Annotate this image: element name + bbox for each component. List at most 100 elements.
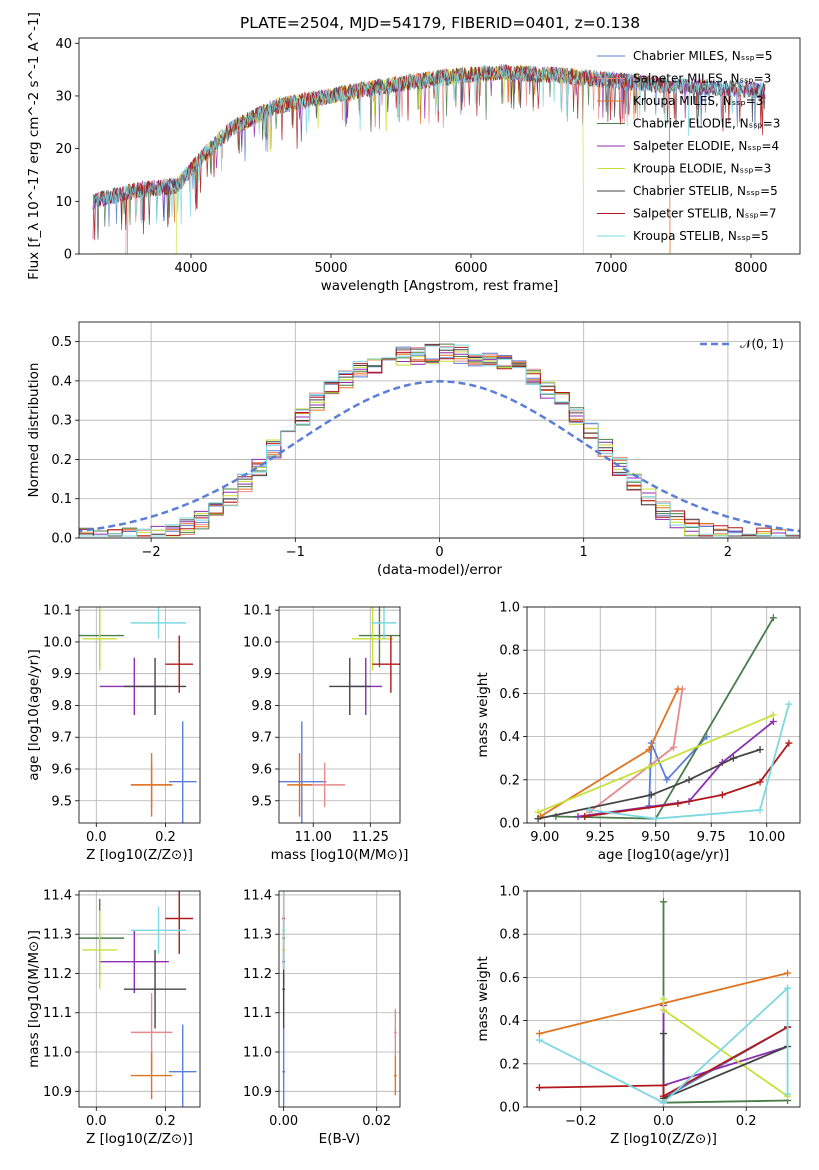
legend-entry: Chabrier ELODIE, Nₛₛₚ=3: [633, 117, 780, 131]
x-tick-label: 5000: [314, 261, 347, 276]
data-point: [660, 1099, 667, 1107]
y-tick-label: 9.5: [251, 794, 272, 809]
x-tick-label: 6000: [454, 261, 487, 276]
z-weight-axes: −0.2 0.0 0.2 0.0 0.2 0.4 0.6 0.8 1.0 Z [log10(Z/Z…: [475, 885, 801, 1147]
y-tick-label: 10.9: [243, 1085, 272, 1100]
y-tick-label: 11.0: [43, 1046, 72, 1061]
x-tick-label: 11.00: [295, 830, 332, 845]
gaussian-reference-curve: [79, 380, 800, 533]
x-tick-label: 1: [580, 545, 588, 560]
legend-entry: Salpeter ELODIE, Nₛₛₚ=4: [633, 139, 779, 153]
x-tick-label: 0: [435, 545, 443, 560]
y-tick-label: 10.1: [43, 604, 72, 619]
data-point: [785, 739, 793, 747]
x-tick-label: 0.0: [653, 1114, 674, 1129]
data-point: [674, 800, 682, 808]
data-point: [535, 1030, 543, 1038]
axes-frame: [526, 606, 801, 824]
plot-area: [534, 614, 793, 823]
y-tick-label: 0.3: [51, 414, 72, 429]
z-age-axes: 0.0 0.2 9.5 9.6 9.7 9.8 9.9 10.0 10.1 Z [log10(Z/…: [26, 604, 201, 863]
mass-weight-line: [648, 735, 708, 806]
y-tick-label: 10.0: [43, 635, 72, 650]
data-point: [660, 995, 667, 1003]
y-tick-label: 20: [55, 142, 72, 157]
data-point: [756, 746, 764, 754]
y-tick-label: 10.0: [243, 635, 272, 650]
data-point: [718, 791, 726, 799]
legend-entry: Kroupa ELODIE, Nₛₛₚ=3: [633, 162, 771, 176]
plot-area: [92, 64, 766, 254]
x-tick-label: 0.2: [736, 1114, 757, 1129]
data-point: [769, 711, 777, 719]
x-axis-label: wavelength [Angstrom, rest frame]: [321, 278, 559, 294]
y-tick-label: 0.4: [51, 374, 72, 389]
y-tick-label: 0.2: [51, 453, 72, 468]
data-point: [660, 1092, 667, 1100]
legend-entry: Kroupa MILES, Nₛₛₚ=3: [633, 94, 763, 108]
data-point: [784, 984, 792, 992]
y-axis-label: age [log10(age/yr)]: [26, 649, 42, 781]
data-point: [585, 806, 593, 814]
x-tick-label: 11.25: [352, 830, 389, 845]
data-point: [645, 763, 653, 771]
data-point: [535, 1036, 543, 1044]
data-point: [784, 1090, 792, 1098]
x-tick-label: −1: [286, 545, 305, 560]
x-tick-label: 0.2: [155, 1114, 176, 1129]
data-point: [660, 1006, 667, 1014]
x-axis-label: age [log10(age/yr)]: [598, 847, 730, 863]
x-tick-label: 9.50: [641, 830, 670, 845]
mass-weight-line: [588, 703, 790, 820]
y-tick-label: 0.5: [51, 335, 72, 350]
y-tick-label: 0.8: [499, 644, 520, 659]
plot-area: [279, 607, 400, 823]
data-point: [534, 808, 542, 816]
data-point: [652, 815, 660, 823]
spectrum-line: [92, 64, 766, 225]
y-axis-label: mass [log10(M/M⊙)]: [26, 930, 42, 1068]
legend-entry: Salpeter MILES, Nₛₛₚ=3: [633, 72, 771, 86]
x-axis-label: Z [log10(Z/Z⊙)]: [610, 1131, 717, 1147]
y-tick-label: 9.8: [251, 699, 272, 714]
y-tick-label: 9.8: [51, 699, 72, 714]
data-point: [660, 1030, 667, 1038]
y-tick-label: 11.3: [43, 928, 72, 943]
axes-frame: [278, 890, 401, 1108]
y-axis-label: mass weight: [475, 956, 491, 1041]
data-point: [663, 776, 671, 784]
y-tick-label: 0.4: [499, 730, 520, 745]
plot-layer: 4000 5000 6000 7000 8000010203040wavelength …: [26, 12, 801, 1147]
y-tick-label: 1.0: [499, 885, 520, 900]
mass-weight-line: [662, 999, 789, 1097]
x-tick-label: 0.0: [86, 1114, 107, 1129]
residual-axes: −2 −1 0 1 2 0.0 0.1 0.2 0.3 0.4 0.5 (data-model)/er…: [26, 321, 801, 578]
y-tick-label: 9.7: [51, 731, 72, 746]
histogram-step: [79, 351, 800, 537]
plot-area: [282, 891, 397, 1107]
y-tick-label: 0: [64, 248, 72, 263]
x-tick-label: 9.75: [697, 830, 726, 845]
data-point: [784, 969, 792, 977]
x-tick-label: −0.2: [565, 1114, 597, 1129]
plot-area: [79, 607, 197, 823]
histogram-step: [79, 346, 800, 537]
x-tick-label: 2: [724, 545, 732, 560]
y-tick-label: 10.1: [243, 604, 272, 619]
y-tick-label: 9.9: [51, 667, 72, 682]
y-axis-label: Normed distribution: [26, 363, 42, 498]
z-mass-axes: 0.0 0.2 10.9 11.0 11.1 11.2 11.3 11.4 Z [log10(Z…: [26, 888, 201, 1147]
legend-entry: Chabrier STELIB, Nₛₛₚ=5: [633, 184, 778, 198]
legend-entry: Chabrier MILES, Nₛₛₚ=5: [633, 49, 773, 63]
data-point: [756, 778, 764, 786]
y-tick-label: 11.0: [243, 1046, 272, 1061]
x-axis-label: (data-model)/error: [377, 562, 503, 578]
age-weight-axes: 9.00 9.25 9.50 9.75 10.00 0.0 0.2 0.4 0.6 0.8 1.0 a…: [475, 601, 801, 863]
y-tick-label: 11.1: [43, 1006, 72, 1021]
y-tick-label: 9.6: [251, 763, 272, 778]
y-tick-label: 9.5: [51, 794, 72, 809]
data-point: [729, 754, 737, 762]
x-tick-label: 0.02: [362, 1114, 391, 1129]
data-point: [535, 1084, 543, 1092]
y-tick-label: 11.2: [243, 967, 272, 982]
